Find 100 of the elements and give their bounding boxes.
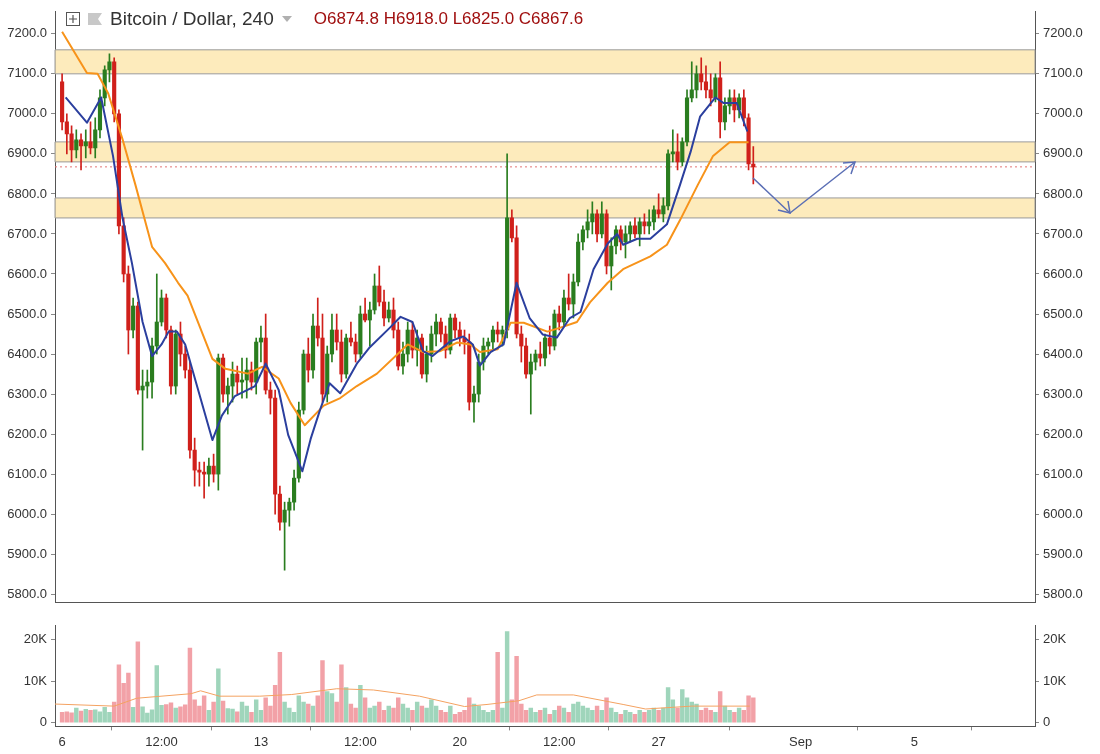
- bar: [547, 714, 552, 723]
- bar: [561, 707, 567, 723]
- bar: [88, 709, 93, 723]
- bar: [495, 651, 500, 723]
- bar: [414, 701, 420, 723]
- bar: [556, 705, 562, 723]
- bar: [485, 711, 491, 723]
- bar: [604, 697, 609, 723]
- y-tick-label: 5900.0: [7, 545, 47, 561]
- y-tick-label: 0: [39, 714, 47, 730]
- x-tick-label: 27: [651, 733, 666, 749]
- bar: [599, 709, 605, 723]
- bar: [732, 711, 737, 723]
- x-tick-label: 12:00: [145, 733, 178, 749]
- y2-tick-label: 0: [1043, 714, 1051, 730]
- bar: [533, 711, 538, 723]
- bar: [656, 709, 661, 723]
- y-tick-label: 6600.0: [7, 265, 47, 281]
- y2-tick-label: 20K: [1043, 631, 1067, 647]
- bar: [448, 705, 453, 723]
- x-tick-label: 13: [253, 733, 269, 749]
- x-tick-label: 20: [452, 733, 468, 749]
- bar: [93, 709, 98, 723]
- y2-tick-label: 6800.0: [1043, 185, 1083, 201]
- bar: [249, 711, 254, 723]
- bar: [358, 685, 363, 723]
- bar: [216, 668, 221, 723]
- y2-tick-label: 5900.0: [1043, 545, 1083, 561]
- y-tick-label: 6100.0: [7, 465, 47, 481]
- bar: [78, 710, 84, 723]
- bar: [230, 708, 235, 723]
- y-tick-label: 10K: [23, 672, 48, 688]
- bar: [310, 705, 316, 723]
- bar: [362, 697, 368, 723]
- bar: [400, 703, 406, 723]
- bar: [637, 709, 642, 723]
- y2-tick-label: 7100.0: [1043, 65, 1083, 81]
- bar: [211, 701, 216, 723]
- bar: [253, 699, 259, 723]
- bar: [296, 695, 302, 723]
- bar: [74, 707, 79, 723]
- y2-tick-label: 5800.0: [1043, 585, 1083, 601]
- bar: [329, 693, 335, 723]
- x-tick-label: Sep: [789, 733, 813, 749]
- bar: [244, 705, 249, 723]
- bar: [164, 704, 169, 723]
- bar: [353, 707, 358, 723]
- bar: [727, 709, 732, 723]
- bar: [708, 709, 713, 723]
- bar: [580, 705, 586, 723]
- bar: [206, 709, 212, 723]
- bar: [736, 707, 742, 723]
- bar: [130, 707, 136, 723]
- y2-tick-label: 6700.0: [1043, 225, 1083, 241]
- y2-tick-label: 10K: [1043, 672, 1067, 688]
- bar: [372, 705, 377, 723]
- bar: [675, 707, 680, 723]
- bar: [59, 711, 65, 723]
- bar: [306, 703, 311, 723]
- bar: [386, 705, 391, 723]
- y-tick-label: 7200.0: [7, 25, 47, 41]
- y-tick-label: 6000.0: [7, 505, 47, 521]
- x-tick-label: 6: [58, 733, 66, 749]
- bar: [552, 709, 557, 723]
- y-tick-label: 20K: [23, 631, 48, 647]
- bar: [239, 701, 245, 723]
- bar: [235, 711, 240, 723]
- y-tick-label: 6700.0: [7, 225, 47, 241]
- x-tick-label: 12:00: [542, 733, 576, 749]
- bar: [452, 714, 458, 723]
- bar: [377, 701, 382, 723]
- x-tick-label: 12:00: [344, 733, 377, 749]
- bar: [542, 707, 548, 723]
- bar: [457, 711, 463, 723]
- bar: [646, 709, 652, 723]
- bar: [178, 706, 183, 723]
- bar: [83, 709, 88, 723]
- bar: [419, 705, 425, 723]
- bar: [438, 709, 444, 723]
- y2-tick-label: 6300.0: [1043, 385, 1083, 401]
- bar: [623, 709, 628, 723]
- chart-subtitle: O6874.8 H6918.0 L6825.0 C6867.6: [313, 9, 584, 29]
- y-tick-label: 6900.0: [7, 145, 47, 161]
- y2-tick-label: 6600.0: [1043, 265, 1083, 281]
- y2-tick-label: 6400.0: [1043, 345, 1083, 361]
- bar: [168, 702, 174, 723]
- y2-tick-label: 7000.0: [1043, 105, 1083, 121]
- y-tick-label: 6300.0: [7, 385, 47, 401]
- bar: [173, 707, 178, 723]
- bar: [97, 711, 103, 723]
- bar: [69, 712, 74, 723]
- bar: [220, 700, 226, 723]
- bar: [538, 709, 543, 723]
- bar: [713, 711, 718, 723]
- bar: [405, 707, 410, 723]
- y-tick-label: 7100.0: [7, 65, 47, 81]
- y-tick-label: 6800.0: [7, 185, 47, 201]
- y2-tick-label: 6900.0: [1043, 145, 1083, 161]
- y2-tick-label: 7200.0: [1043, 25, 1083, 41]
- bar: [225, 708, 231, 723]
